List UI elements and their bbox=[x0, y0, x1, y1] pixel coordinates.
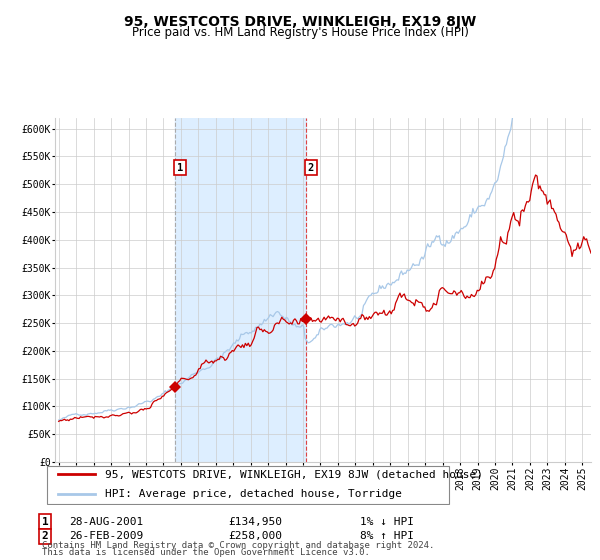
Text: HPI: Average price, detached house, Torridge: HPI: Average price, detached house, Torr… bbox=[106, 489, 403, 499]
FancyBboxPatch shape bbox=[47, 465, 449, 505]
Text: £258,000: £258,000 bbox=[228, 531, 282, 542]
Text: Price paid vs. HM Land Registry's House Price Index (HPI): Price paid vs. HM Land Registry's House … bbox=[131, 26, 469, 39]
Text: 28-AUG-2001: 28-AUG-2001 bbox=[69, 517, 143, 527]
Text: 95, WESTCOTS DRIVE, WINKLEIGH, EX19 8JW: 95, WESTCOTS DRIVE, WINKLEIGH, EX19 8JW bbox=[124, 15, 476, 29]
Text: 1: 1 bbox=[41, 517, 49, 527]
Text: 26-FEB-2009: 26-FEB-2009 bbox=[69, 531, 143, 542]
Text: £134,950: £134,950 bbox=[228, 517, 282, 527]
Bar bbox=[175, 118, 305, 462]
Text: 1% ↓ HPI: 1% ↓ HPI bbox=[360, 517, 414, 527]
Text: 2: 2 bbox=[41, 531, 49, 542]
Text: 8% ↑ HPI: 8% ↑ HPI bbox=[360, 531, 414, 542]
Text: 1: 1 bbox=[177, 162, 183, 172]
Text: 2: 2 bbox=[308, 162, 314, 172]
Text: Contains HM Land Registry data © Crown copyright and database right 2024.: Contains HM Land Registry data © Crown c… bbox=[42, 541, 434, 550]
Text: 95, WESTCOTS DRIVE, WINKLEIGH, EX19 8JW (detached house): 95, WESTCOTS DRIVE, WINKLEIGH, EX19 8JW … bbox=[106, 469, 484, 479]
Text: This data is licensed under the Open Government Licence v3.0.: This data is licensed under the Open Gov… bbox=[42, 548, 370, 557]
